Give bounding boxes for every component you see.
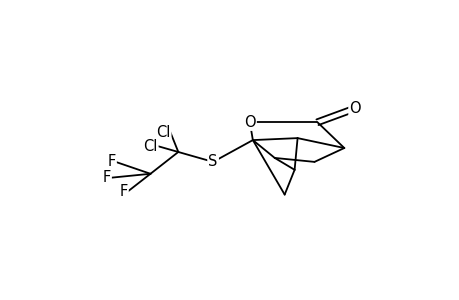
- Text: F: F: [107, 154, 116, 169]
- Text: Cl: Cl: [143, 139, 157, 154]
- Text: Cl: Cl: [156, 125, 170, 140]
- Text: S: S: [208, 154, 217, 169]
- Text: O: O: [349, 101, 360, 116]
- Text: O: O: [244, 115, 255, 130]
- Text: F: F: [102, 170, 111, 185]
- Text: F: F: [119, 184, 127, 199]
